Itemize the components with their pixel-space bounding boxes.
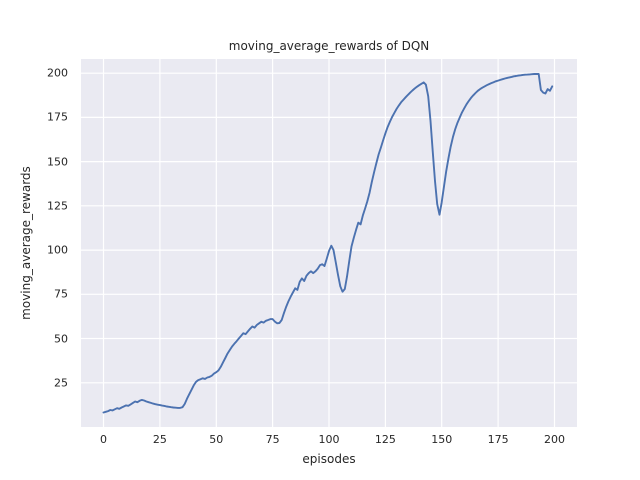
y-tick-label: 50 (54, 332, 68, 346)
reward-line (102, 73, 554, 414)
y-tick-label: 175 (47, 110, 68, 124)
x-tick-label: 200 (543, 433, 565, 446)
x-tick-label: 175 (487, 433, 509, 446)
y-tick-label: 25 (54, 376, 68, 390)
x-tick-label: 0 (100, 433, 108, 446)
x-tick-label: 50 (209, 433, 224, 446)
x-tick-label: 125 (374, 433, 396, 446)
x-axis-label: episodes (302, 452, 356, 466)
plot-svg (81, 59, 577, 427)
y-tick-label: 150 (47, 155, 68, 169)
y-tick-label: 125 (47, 199, 68, 213)
y-tick-label: 200 (47, 66, 68, 80)
x-tick-label: 150 (431, 433, 453, 446)
chart-title: moving_average_rewards of DQN (228, 39, 430, 53)
x-tick-label: 75 (265, 433, 280, 446)
gridlines (81, 59, 577, 427)
x-tick-label: 100 (318, 433, 340, 446)
x-tick-label: 25 (152, 433, 167, 446)
y-tick-label: 75 (54, 287, 68, 301)
y-axis-label: moving_average_rewards (19, 166, 33, 320)
plot-area (81, 59, 577, 427)
y-tick-label: 100 (47, 243, 68, 257)
